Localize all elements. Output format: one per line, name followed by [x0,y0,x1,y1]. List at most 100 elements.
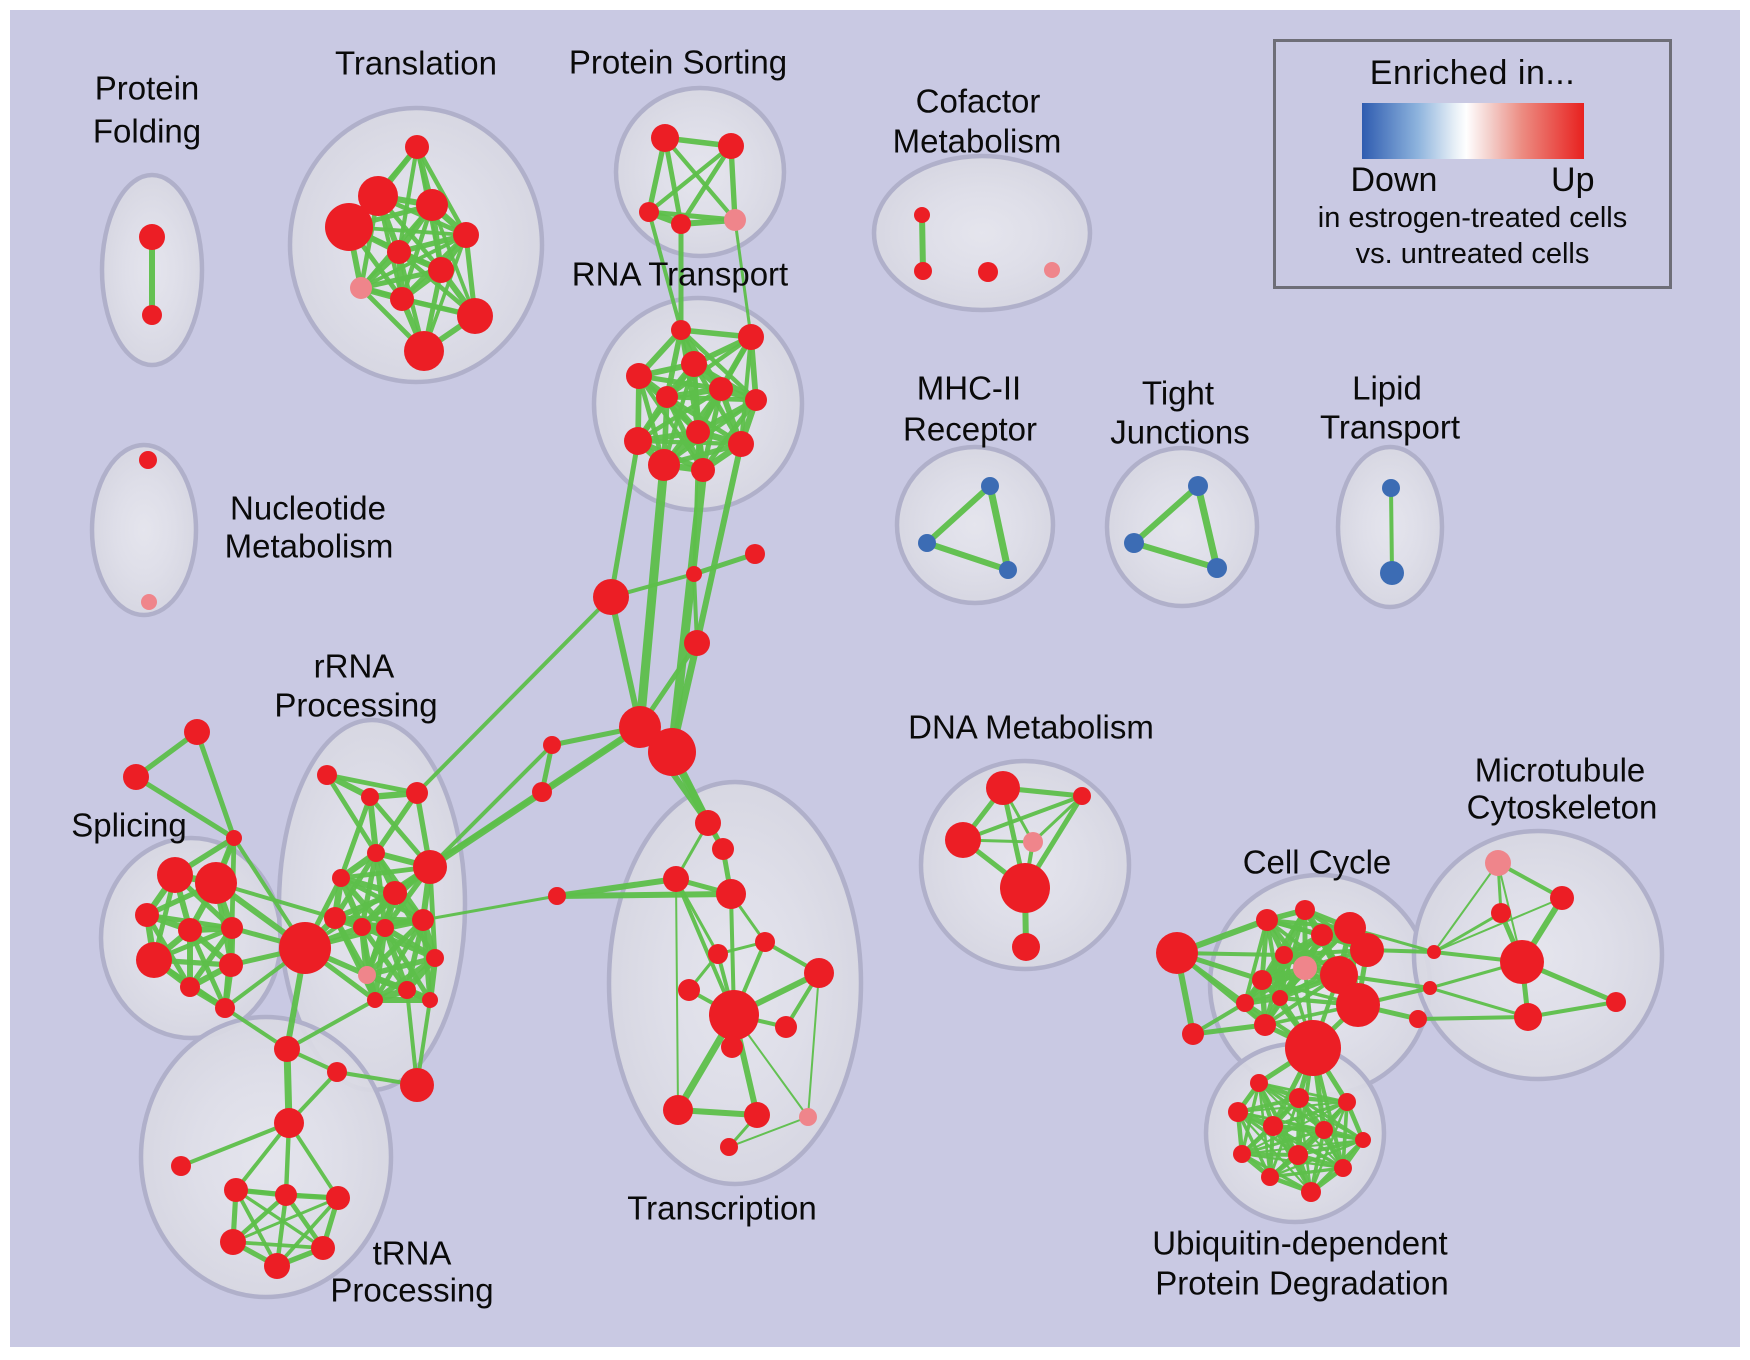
gene-set-node [327,1062,347,1082]
gene-set-node [264,1253,290,1279]
gene-set-node [123,764,149,790]
gene-set-node [428,257,454,283]
gene-set-node [224,1178,248,1202]
cluster-ellipse-mhc [894,444,1056,606]
gene-set-node [648,728,696,776]
cluster-label: Transport [1320,409,1460,446]
enrichment-edge [691,551,758,577]
enrichment-edge [231,1196,340,1244]
gene-set-node [1288,1145,1308,1165]
gene-set-node [416,189,448,221]
enrichment-edge [728,1116,809,1148]
gene-set-node [358,176,398,216]
enrichment-edge [414,144,469,238]
gene-set-node [681,351,707,377]
gene-set-node [376,919,394,937]
gene-set-node [1073,787,1091,805]
gene-set-node [274,1108,304,1138]
gene-set-node [914,262,932,280]
gene-set-node [412,909,434,931]
enrichment-edge [924,540,1011,573]
gene-set-node [139,224,165,250]
gene-set-node [400,1068,434,1102]
gene-set-node [1272,990,1288,1006]
gene-set-node [686,566,702,582]
cluster-label: Metabolism [225,528,394,565]
gene-set-node [1289,1088,1309,1108]
enrichment-edge [924,483,993,546]
gene-set-node [684,630,710,656]
gene-set-node [718,133,744,159]
gene-set-node [350,277,372,299]
gene-set-node [716,879,746,909]
gene-set-node [1336,983,1380,1027]
gene-set-node [986,771,1020,805]
gene-set-node [405,135,429,159]
gene-set-node [1207,558,1227,578]
enrichment-edge [646,143,734,215]
enrichment-edge [1432,911,1503,954]
cluster-label: DNA Metabolism [908,709,1154,746]
gene-set-node [180,977,200,997]
gene-set-node [1500,940,1544,984]
enrichment-edge [554,891,734,899]
cluster-label: Microtubule [1475,752,1646,789]
gene-set-node [221,917,243,939]
enrichment-edge [664,394,759,403]
gene-set-node [1285,1020,1341,1076]
gene-set-node [721,1036,743,1058]
gene-set-node [141,594,157,610]
gene-set-node [1250,1074,1268,1092]
gene-set-node [663,866,689,892]
gene-set-node [709,990,759,1040]
gene-set-node [1606,992,1626,1012]
gene-set-node [1000,863,1050,913]
enrichment-edge [133,774,237,841]
enrichment-edge [275,1196,340,1268]
gene-set-node [1156,932,1198,974]
gene-set-node [651,124,679,152]
gene-set-node [1301,1182,1321,1202]
gene-set-node [219,953,243,977]
gene-set-node [1382,479,1400,497]
cluster-label: Cell Cycle [1243,844,1392,881]
cluster-label: Folding [93,113,201,150]
enrichment-edge [179,1121,291,1168]
gene-set-node [981,477,999,495]
legend-gradient-bar [1361,103,1584,159]
enrichment-edge [733,218,753,339]
cluster-label: Ubiquitin-dependent [1152,1225,1447,1262]
gene-set-node [543,736,561,754]
gene-set-node [775,1016,797,1038]
enrichment-edge [372,955,438,1003]
gene-set-node [691,458,715,482]
gene-set-node [1380,561,1404,585]
enrichment-edge [358,267,444,291]
gene-set-node [279,922,331,974]
gene-set-node [619,706,661,748]
gene-set-node [1233,1145,1251,1163]
gene-set-node [184,719,210,745]
gene-set-node [387,240,411,264]
cluster-label: Metabolism [893,123,1062,160]
enrichment-edge [421,894,559,922]
gene-set-node [945,822,981,858]
gene-set-node [1188,476,1208,496]
cluster-label: Cofactor [916,83,1041,120]
cluster-label: Nucleotide [230,490,386,527]
enrichment-edge [1240,1128,1326,1156]
enrichment-edge [285,998,377,1051]
cluster-label: Lipid [1352,370,1422,407]
cluster-label: Protein [95,70,200,107]
enrichment-edge [367,794,379,856]
gene-set-node [1338,1093,1356,1111]
gene-set-node [999,561,1017,579]
gene-set-node [626,363,652,389]
enrichment-edge [234,1188,325,1250]
gene-set-node [1350,933,1384,967]
cluster-label: Processing [274,687,437,724]
enrichment-edge [675,878,679,1111]
gene-set-node [671,320,691,340]
gene-set-node [1491,903,1511,923]
